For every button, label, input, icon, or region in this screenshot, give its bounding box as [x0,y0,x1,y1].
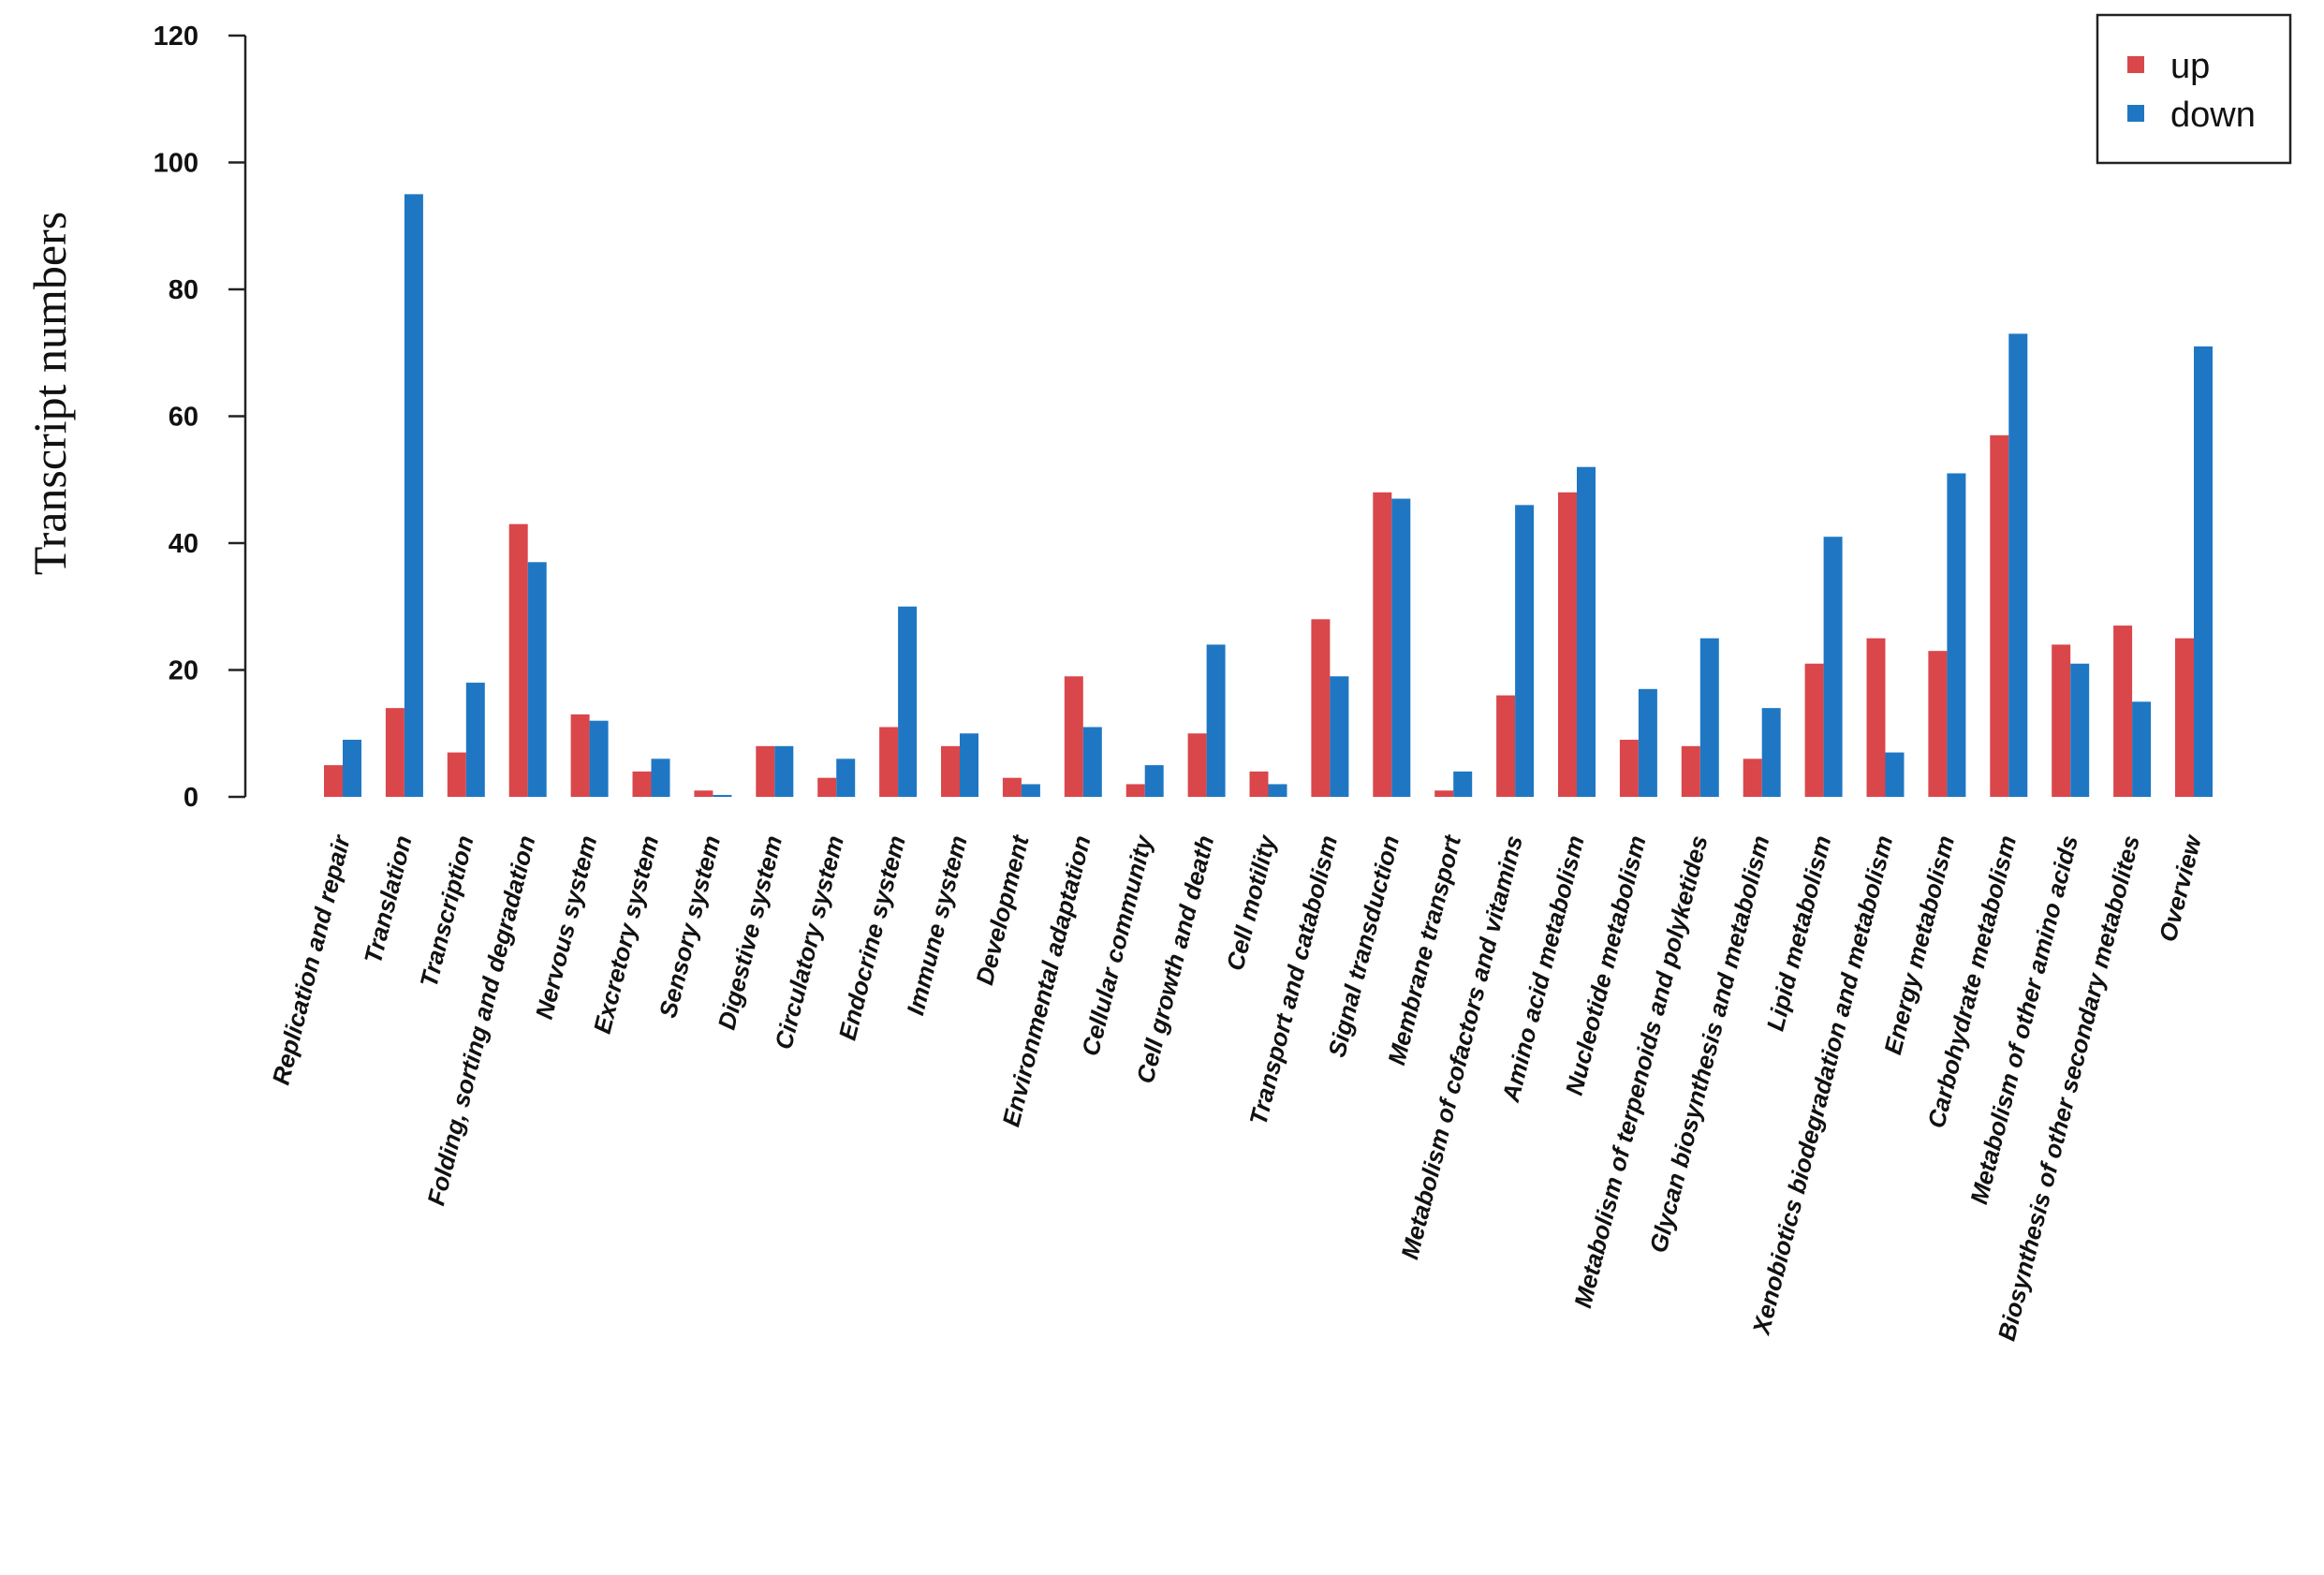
bar-down [1453,771,1473,797]
bar-down [1268,784,1287,797]
y-tick-label: 60 [169,403,199,433]
bar-up [1619,740,1639,797]
bar-down [898,606,918,797]
bar-down [2070,663,2090,797]
legend-swatch-down [2127,105,2144,122]
x-category-label: Glycan biosynthesis and metabolism [1644,832,1775,1256]
x-category-label: Digestive system [713,832,788,1032]
y-tick-label: 40 [169,529,199,559]
x-category-label: Sensory system [654,832,726,1021]
bar-up [1928,651,1948,797]
bar-up [1743,758,1762,797]
bar-down [343,740,361,797]
x-axis-labels: Replication and repair TranslationTranscr… [267,831,2208,1343]
x-category-label: Development [970,832,1035,988]
bar-down [1206,644,1226,797]
x-category-label: Overview [2154,831,2208,944]
legend: up down [2096,13,2292,165]
bar-up [879,727,899,797]
x-category-label: Xenobiotics biodegradation and metabolis… [1746,832,1898,1338]
bar-down [2132,701,2152,797]
bar-down [2194,346,2213,797]
bar-up [1496,695,1516,797]
x-category-label: Transcription [414,832,478,990]
bar-down [1082,727,1102,797]
x-category-label: Immune system [901,832,973,1018]
bar-down [651,758,670,797]
bar-up [817,777,837,797]
bar-down [1144,765,1164,797]
bar-down [774,745,794,797]
bar-down [1638,688,1657,797]
bar-up [447,752,466,797]
y-axis: 0 20 40 60 80 100 120 [154,22,247,813]
x-category-label: Excretory system [588,832,665,1037]
bar-up [756,745,775,797]
y-tick-label: 120 [154,22,199,52]
y-tick-label: 20 [169,656,199,686]
bar-down [713,794,732,797]
bar-down [1577,466,1596,797]
bar-up [694,790,713,797]
bar-down [589,720,609,797]
bars-group [324,194,2213,797]
x-category-label: Endocrine system [833,832,911,1043]
bar-up [1990,434,2009,797]
bar-up [570,714,590,797]
legend-swatch-up [2127,56,2144,73]
bar-up [632,771,652,797]
bar-up [324,765,343,797]
bar-down [2008,333,2028,797]
y-axis-title: Transcript numbers [23,212,76,575]
legend-label-up: up [2170,47,2210,86]
legend-box [2096,13,2292,165]
bar-up [1558,492,1577,797]
bar-up [941,745,960,797]
bar-down [836,758,856,797]
bar-up [508,523,528,797]
bar-down [1823,537,1843,797]
bar-up [1434,790,1454,797]
y-tick-label: 100 [154,149,199,179]
bar-down [1021,784,1040,797]
bar-up [2175,638,2194,797]
bar-up [1064,676,1083,797]
bar-up [2113,626,2133,797]
bar-down [527,562,547,797]
bar-up [1002,777,1022,797]
bar-up [1373,492,1392,797]
y-tick-label: 0 [184,783,199,813]
bar-up [1866,638,1886,797]
bar-up [1804,663,1824,797]
bar-up [1249,771,1269,797]
bar-down [1515,505,1535,797]
bar-up [1311,619,1331,797]
bar-down [404,194,423,797]
bar-down [1947,473,1966,797]
bar-down [960,733,978,797]
bar-up [385,708,404,797]
legend-label-down: down [2170,96,2256,135]
x-category-label: Lipid metabolism [1761,832,1837,1034]
x-category-label: Nervous system [530,832,603,1022]
x-category-label: Cell motility [1221,832,1282,974]
bar-down [1391,498,1411,797]
bar-up [1125,784,1145,797]
bar-down [1761,708,1781,797]
x-category-label: Translation [359,832,418,966]
bar-down [465,683,485,797]
x-category-label: Replication and repair [267,831,357,1087]
bar-up [1681,745,1700,797]
y-tick-label: 80 [169,275,199,305]
bar-down [1330,676,1349,797]
bar-down [1699,638,1719,797]
bar-up [2052,644,2071,797]
bar-up [1187,733,1207,797]
bar-down [1885,752,1905,797]
